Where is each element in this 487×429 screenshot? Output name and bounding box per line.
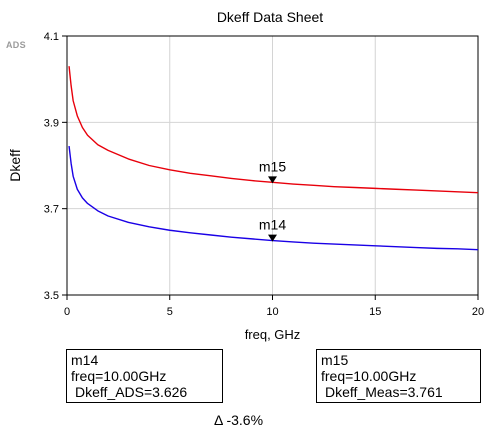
chart-title: Dkeff Data Sheet [216,9,324,25]
marker-triangle-m15 [268,176,277,184]
marker-readout-freq: freq=10.00GHz [321,368,417,384]
y-tick-label: 4.1 [44,31,59,43]
y-tick-label: 3.9 [44,117,59,129]
delta-percentage: Δ -3.6% [214,412,264,428]
x-tick-label: 20 [472,306,484,318]
series-line-1 [68,145,479,251]
y-axis-ticks: 3.5 3.7 3.9 4.1 [44,31,67,302]
x-axis-ticks: 0 5 10 15 20 [64,295,484,318]
y-axis-label: Dkeff [7,149,23,182]
marker-label-m14: m14 [259,217,286,233]
x-tick-label: 15 [369,306,381,318]
marker-triangle-m14 [268,234,277,242]
marker-readout-m14[interactable]: m14 freq=10.00GHz Dkeff_ADS=3.626 [66,349,223,403]
marker-readout-name: m15 [321,352,349,368]
y-tick-label: 3.5 [44,290,59,302]
y-tick-label: 3.7 [44,204,59,216]
x-tick-label: 10 [266,306,278,318]
ads-logo: ADS [6,40,26,50]
marker-readout-name: m14 [71,352,99,368]
series-layer [68,66,479,251]
series-line-0 [68,66,479,194]
grid-lines [67,36,478,295]
marker-readout-value: Dkeff_ADS=3.626 [75,384,188,400]
marker-layer: m15 m14 [259,158,286,242]
marker-label-m15: m15 [259,158,286,174]
x-tick-label: 5 [167,306,173,318]
x-axis-label: freq, GHz [245,327,301,342]
marker-readout-value: Dkeff_Meas=3.761 [325,384,443,400]
marker-readout-freq: freq=10.00GHz [71,368,167,384]
x-tick-label: 0 [64,306,70,318]
marker-readout-m15[interactable]: m15 freq=10.00GHz Dkeff_Meas=3.761 [316,349,481,403]
